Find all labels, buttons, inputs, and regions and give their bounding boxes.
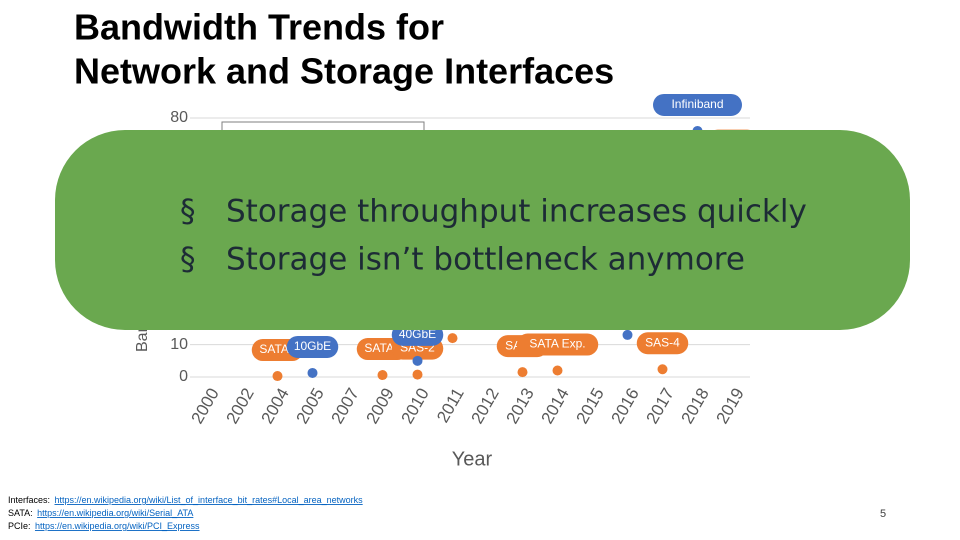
x-tick-label: 2010 bbox=[397, 385, 432, 427]
x-tick-label: 2014 bbox=[537, 385, 572, 427]
banner-shape bbox=[55, 130, 910, 330]
x-tick-label: 2019 bbox=[712, 385, 747, 427]
data-point bbox=[552, 365, 563, 376]
footnote-label: Interfaces: bbox=[8, 495, 50, 505]
x-tick-label: 2005 bbox=[292, 385, 327, 427]
data-point bbox=[517, 367, 528, 378]
x-tick-label: 2000 bbox=[187, 385, 222, 427]
x-tick-label: 2004 bbox=[257, 385, 292, 427]
bullet-text: Storage throughput increases quickly bbox=[226, 194, 807, 230]
data-label: SATA2 bbox=[259, 342, 296, 356]
data-point bbox=[272, 371, 283, 382]
data-label: Infiniband bbox=[671, 97, 723, 111]
x-tick-label: 2013 bbox=[502, 385, 537, 427]
footnote-label: SATA: bbox=[8, 508, 33, 518]
data-label-box bbox=[286, 335, 339, 358]
data-label-box bbox=[653, 93, 742, 116]
data-point bbox=[412, 355, 423, 366]
footnote: Interfaces: https://en.wikipedia.org/wik… bbox=[8, 492, 363, 509]
x-tick-label: 2015 bbox=[572, 385, 607, 427]
x-tick-label: 2011 bbox=[433, 385, 468, 426]
slide-title: Network and Storage Interfaces bbox=[74, 51, 614, 92]
data-label-box bbox=[516, 333, 599, 356]
footnotes: Interfaces: https://en.wikipedia.org/wik… bbox=[8, 492, 363, 535]
footnote: PCIe: https://en.wikipedia.org/wiki/PCI_… bbox=[8, 518, 200, 535]
x-axis-label: Year bbox=[452, 448, 493, 470]
bullet-marker: § bbox=[180, 242, 196, 278]
data-label: SAS-4 bbox=[645, 335, 680, 349]
x-tick-label: 2017 bbox=[642, 385, 677, 427]
x-tick-label: 2007 bbox=[327, 385, 362, 427]
footnote: SATA: https://en.wikipedia.org/wiki/Seri… bbox=[8, 505, 193, 522]
footnote-label: PCIe: bbox=[8, 521, 31, 531]
y-tick-label: 0 bbox=[179, 368, 188, 385]
y-tick-label: 10 bbox=[170, 336, 188, 353]
bullet-marker: § bbox=[180, 194, 196, 230]
data-label: 40GbE bbox=[399, 327, 436, 341]
data-point bbox=[622, 329, 633, 340]
callout-banner: § Storage throughput increases quickly §… bbox=[55, 130, 910, 330]
data-point bbox=[307, 367, 318, 378]
x-tick-label: 2018 bbox=[677, 385, 712, 427]
x-tick-label: 2009 bbox=[362, 385, 397, 427]
data-label: 10GbE bbox=[294, 339, 331, 353]
x-tick-label: 2016 bbox=[607, 385, 642, 427]
page-number: 5 bbox=[880, 508, 886, 520]
data-label: SATA3 bbox=[364, 341, 401, 355]
footnote-link[interactable]: https://en.wikipedia.org/wiki/Serial_ATA bbox=[37, 508, 193, 518]
data-point bbox=[377, 370, 388, 381]
x-tick-label: 2002 bbox=[222, 385, 257, 427]
footnote-link[interactable]: https://en.wikipedia.org/wiki/List_of_in… bbox=[54, 495, 363, 505]
bullet-text: Storage isn’t bottleneck anymore bbox=[226, 242, 745, 278]
data-point bbox=[657, 364, 668, 375]
x-tick-label: 2012 bbox=[467, 385, 502, 427]
data-point bbox=[412, 369, 423, 380]
data-label-box bbox=[636, 332, 689, 355]
slide-title: Bandwidth Trends for bbox=[74, 7, 444, 48]
data-point bbox=[447, 333, 458, 344]
footnote-link[interactable]: https://en.wikipedia.org/wiki/PCI_Expres… bbox=[35, 521, 200, 531]
y-tick-label: 80 bbox=[170, 109, 188, 126]
data-label: SATA Exp. bbox=[529, 337, 585, 351]
